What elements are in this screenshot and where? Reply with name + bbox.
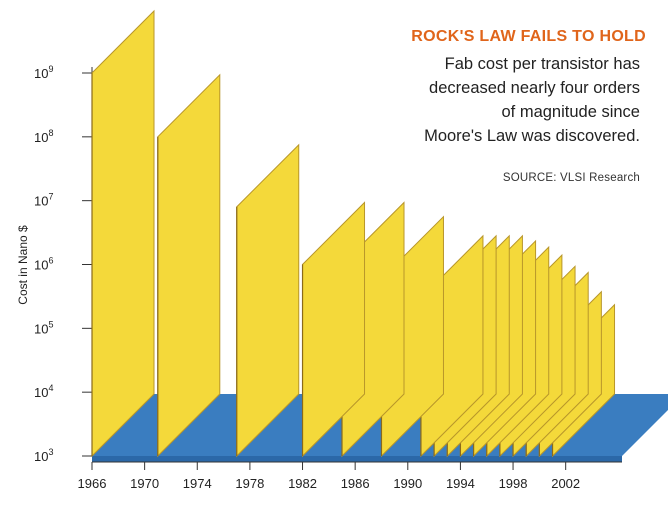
x-tick-label: 1994 [446, 476, 475, 491]
chart-source: SOURCE: VLSI Research [502, 172, 640, 184]
y-axis-label: Cost in Nano $ [16, 225, 30, 304]
bar-panel [91, 9, 155, 458]
x-tick-label: 1966 [78, 476, 107, 491]
x-tick-label: 1990 [393, 476, 422, 491]
subtitle-line: of magnitude since [501, 103, 640, 121]
y-tick-label: 106 [34, 256, 53, 273]
subtitle-line: decreased nearly four orders [429, 79, 640, 97]
floor-edge [92, 456, 622, 462]
chart-title: ROCK'S LAW FAILS TO HOLD [411, 28, 646, 45]
bar-panel [157, 73, 221, 458]
x-tick-label: 1998 [499, 476, 528, 491]
x-tick-label: 1978 [235, 476, 264, 491]
y-tick-label: 104 [34, 383, 53, 400]
x-tick-label: 1970 [130, 476, 159, 491]
y-axis-label-text: Cost in Nano $ [16, 225, 30, 305]
x-tick-label: 1982 [288, 476, 317, 491]
y-axis: 103 104 105 106 107 108 109 [34, 64, 93, 464]
x-axis: 1966 1970 1974 1978 1982 1986 1990 1994 1998 2002 [78, 461, 622, 491]
subtitle-line: Fab cost per transistor has [444, 55, 640, 73]
x-tick-label: 1974 [183, 476, 212, 491]
subtitle-line: Moore's Law was discovered. [424, 127, 640, 145]
x-tick-label: 1986 [341, 476, 370, 491]
chart-subtitle: Fab cost per transistor has decreased ne… [370, 52, 640, 148]
bars [91, 9, 616, 458]
y-tick-label: 109 [34, 64, 53, 81]
y-tick-label: 108 [34, 128, 53, 145]
y-tick-label: 103 [34, 447, 53, 464]
x-tick-label: 2002 [551, 476, 580, 491]
y-tick-label: 107 [34, 192, 53, 209]
y-tick-label: 105 [34, 319, 53, 336]
